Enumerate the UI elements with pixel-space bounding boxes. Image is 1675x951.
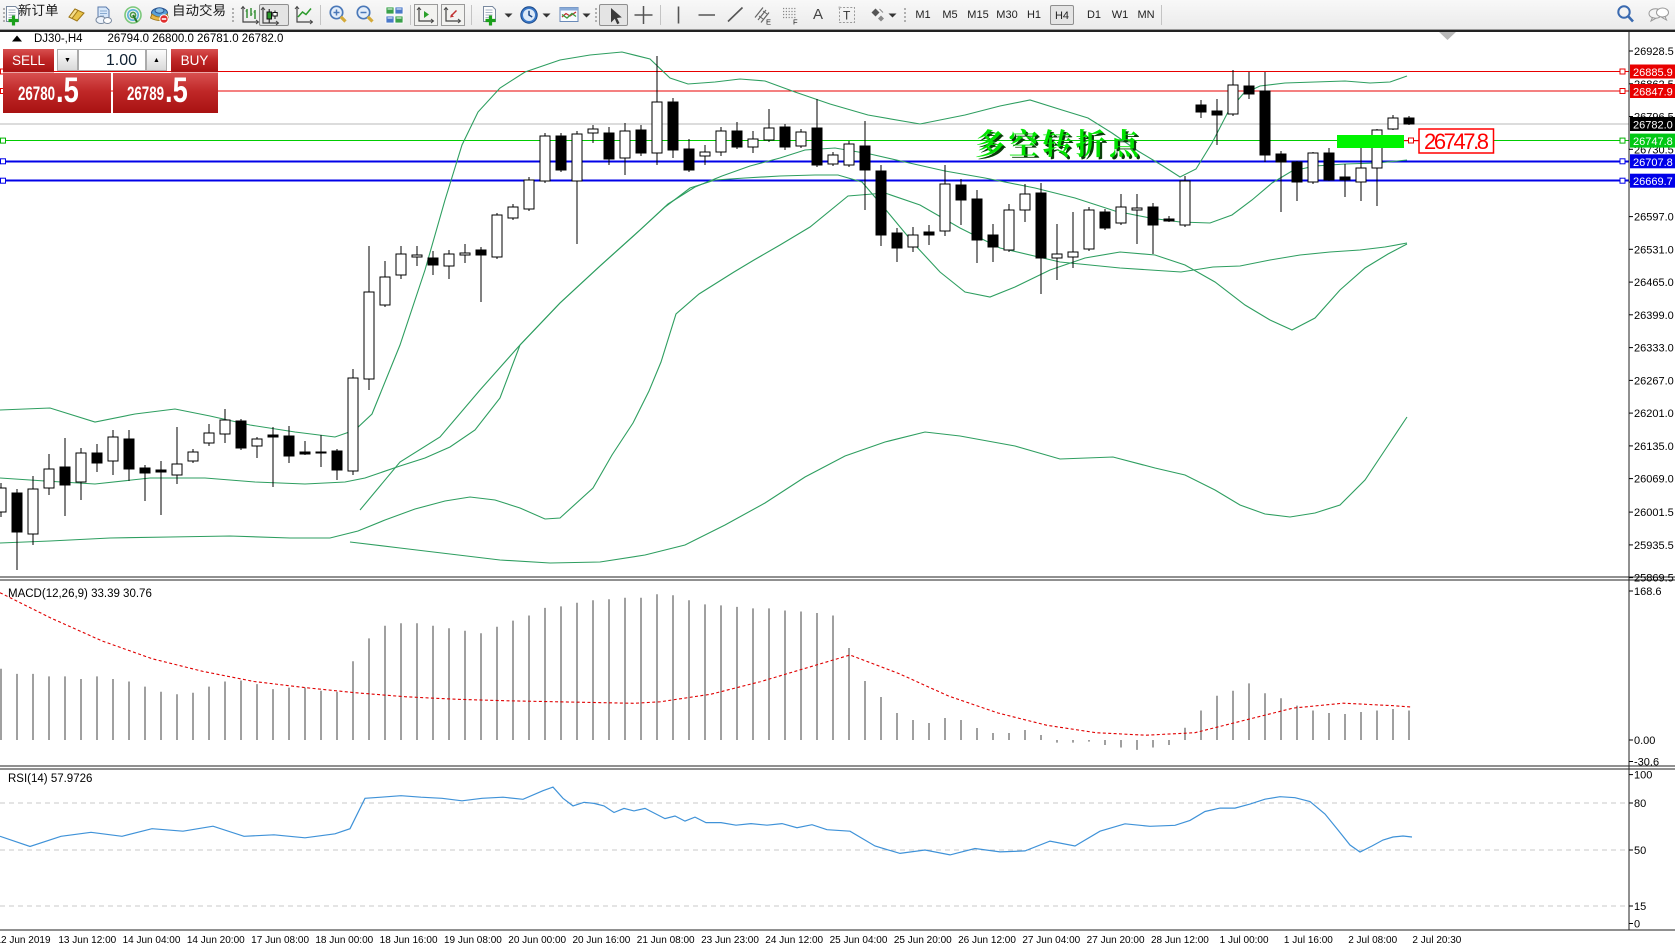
svg-text:DJ30-,H4: DJ30-,H4 [34,33,83,45]
svg-text:27 Jun 04:00: 27 Jun 04:00 [1022,935,1080,946]
svg-text:12 Jun 2019: 12 Jun 2019 [0,935,51,946]
svg-text:17 Jun 08:00: 17 Jun 08:00 [251,935,309,946]
svg-text:1 Jul 16:00: 1 Jul 16:00 [1284,935,1333,946]
svg-text:26267.0: 26267.0 [1634,375,1674,387]
svg-text:26847.9: 26847.9 [1633,87,1673,99]
svg-text:15: 15 [1634,901,1646,913]
svg-text:26135.0: 26135.0 [1634,441,1674,453]
svg-text:26 Jun 12:00: 26 Jun 12:00 [958,935,1016,946]
svg-text:23 Jun 23:00: 23 Jun 23:00 [701,935,759,946]
svg-text:80: 80 [1634,798,1646,810]
svg-text:50: 50 [1634,845,1646,857]
svg-text:26333.0: 26333.0 [1634,343,1674,355]
svg-text:14 Jun 20:00: 14 Jun 20:00 [187,935,245,946]
svg-text:28 Jun 12:00: 28 Jun 12:00 [1151,935,1209,946]
svg-text:26597.0: 26597.0 [1634,212,1674,224]
svg-text:26928.5: 26928.5 [1634,46,1674,58]
svg-text:13 Jun 12:00: 13 Jun 12:00 [58,935,116,946]
svg-text:27 Jun 20:00: 27 Jun 20:00 [1087,935,1145,946]
svg-text:20 Jun 16:00: 20 Jun 16:00 [572,935,630,946]
svg-text:E: E [766,18,771,27]
svg-text:14 Jun 04:00: 14 Jun 04:00 [123,935,181,946]
svg-text:MACD(12,26,9) 33.39 30.76: MACD(12,26,9) 33.39 30.76 [8,588,152,600]
svg-text:26531.0: 26531.0 [1634,244,1674,256]
svg-text:24 Jun 12:00: 24 Jun 12:00 [765,935,823,946]
svg-text:26794.0 26800.0 26781.0 26782.: 26794.0 26800.0 26781.0 26782.0 [108,33,284,45]
svg-text:25935.5: 25935.5 [1634,540,1674,552]
svg-text:F: F [793,18,798,27]
svg-text:T: T [843,9,851,23]
svg-text:26669.7: 26669.7 [1633,176,1673,188]
svg-text:26707.8: 26707.8 [1633,157,1673,169]
svg-text:25869.5: 25869.5 [1634,573,1674,585]
svg-text:26747.8: 26747.8 [1424,129,1489,154]
svg-text:19 Jun 08:00: 19 Jun 08:00 [444,935,502,946]
svg-text:18 Jun 00:00: 18 Jun 00:00 [315,935,373,946]
svg-text:2 Jul 08:00: 2 Jul 08:00 [1348,935,1397,946]
svg-text:0.00: 0.00 [1634,735,1655,747]
svg-text:26747.8: 26747.8 [1633,136,1673,148]
svg-text:25 Jun 20:00: 25 Jun 20:00 [894,935,952,946]
svg-text:100: 100 [1634,770,1652,782]
svg-text:0: 0 [1634,919,1640,931]
svg-text:26399.0: 26399.0 [1634,310,1674,322]
svg-text:RSI(14) 57.9726: RSI(14) 57.9726 [8,773,92,785]
svg-text:25 Jun 04:00: 25 Jun 04:00 [830,935,888,946]
svg-text:26465.0: 26465.0 [1634,277,1674,289]
svg-text:20 Jun 00:00: 20 Jun 00:00 [508,935,566,946]
svg-text:26001.5: 26001.5 [1634,507,1674,519]
svg-text:26885.9: 26885.9 [1633,67,1673,79]
svg-text:2 Jul 20:30: 2 Jul 20:30 [1412,935,1461,946]
svg-text:-30.6: -30.6 [1634,757,1659,769]
svg-text:26069.0: 26069.0 [1634,474,1674,486]
svg-text:18 Jun 16:00: 18 Jun 16:00 [380,935,438,946]
svg-text:21 Jun 08:00: 21 Jun 08:00 [637,935,695,946]
svg-text:1 Jul 00:00: 1 Jul 00:00 [1220,935,1269,946]
svg-text:168.6: 168.6 [1634,586,1662,598]
svg-text:26782.0: 26782.0 [1633,120,1673,132]
svg-text:26201.0: 26201.0 [1634,408,1674,420]
